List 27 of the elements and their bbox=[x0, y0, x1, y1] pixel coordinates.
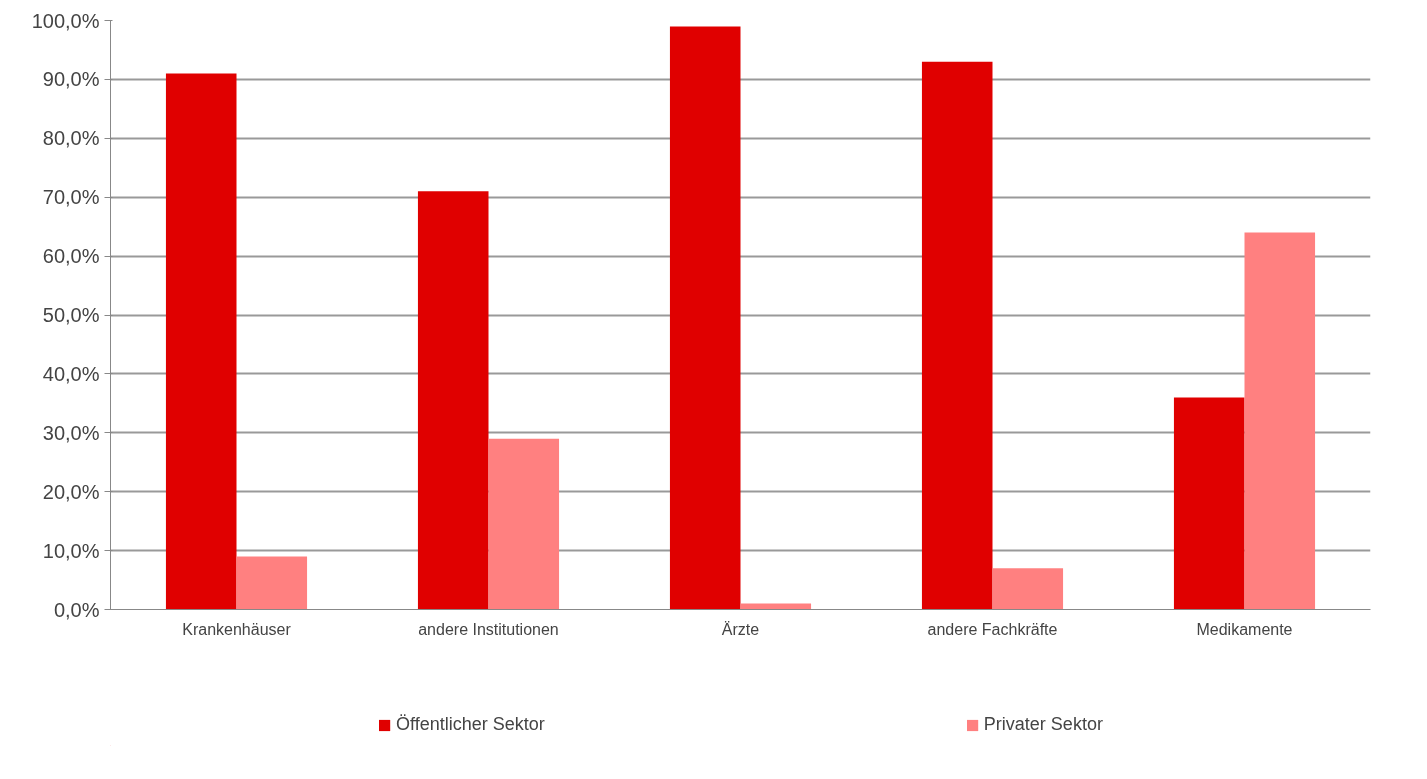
y-tick-label: 30,0% bbox=[42, 421, 100, 444]
y-tick-label: 80,0% bbox=[42, 127, 100, 150]
y-tick-label: 100,0% bbox=[31, 9, 100, 32]
bar bbox=[165, 73, 237, 610]
x-tick-label: andere Institutionen bbox=[418, 620, 559, 638]
y-tick-label: 20,0% bbox=[42, 480, 100, 503]
legend-label: Privater Sektor bbox=[983, 714, 1103, 735]
x-tick-label: Ärzte bbox=[721, 620, 760, 638]
bar bbox=[992, 568, 1064, 610]
legend-label: Öffentlicher Sektor bbox=[396, 714, 545, 735]
y-tick-label: 60,0% bbox=[42, 245, 100, 268]
y-tick-label: 70,0% bbox=[42, 186, 100, 209]
bar bbox=[417, 191, 489, 610]
bar bbox=[1244, 232, 1316, 610]
y-tick-label: 40,0% bbox=[42, 362, 100, 385]
bar bbox=[1173, 397, 1245, 610]
bar bbox=[921, 61, 993, 610]
y-tick-label: 0,0% bbox=[53, 598, 100, 621]
y-tick-label: 10,0% bbox=[42, 539, 100, 562]
y-tick-label: 50,0% bbox=[42, 304, 100, 326]
bar bbox=[488, 438, 560, 610]
bar bbox=[236, 556, 308, 610]
y-tick-label: 90,0% bbox=[42, 68, 100, 91]
bar bbox=[669, 26, 741, 610]
x-tick-label: andere Fachkräfte bbox=[927, 620, 1058, 638]
x-tick-label: Krankenhäuser bbox=[182, 620, 292, 638]
x-tick-label: Medikamente bbox=[1196, 620, 1293, 638]
